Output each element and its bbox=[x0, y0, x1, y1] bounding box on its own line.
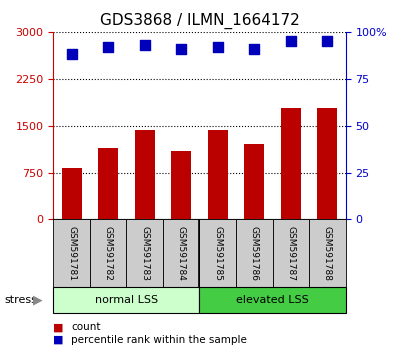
Text: ■: ■ bbox=[53, 322, 64, 332]
Text: elevated LSS: elevated LSS bbox=[236, 295, 309, 305]
Text: normal LSS: normal LSS bbox=[95, 295, 158, 305]
Bar bbox=[171, 151, 191, 219]
Bar bbox=[135, 130, 155, 219]
Bar bbox=[309, 219, 346, 287]
Text: ▶: ▶ bbox=[33, 293, 42, 307]
Text: count: count bbox=[71, 322, 101, 332]
Point bbox=[141, 42, 148, 48]
Bar bbox=[199, 287, 346, 313]
Text: GSM591785: GSM591785 bbox=[213, 225, 222, 281]
Text: ■: ■ bbox=[53, 335, 64, 345]
Bar bbox=[126, 219, 163, 287]
Point bbox=[68, 52, 75, 57]
Text: GSM591783: GSM591783 bbox=[140, 225, 149, 281]
Bar bbox=[199, 219, 236, 287]
Text: stress: stress bbox=[4, 295, 37, 305]
Point bbox=[214, 44, 221, 50]
Bar bbox=[236, 219, 273, 287]
Bar bbox=[90, 219, 126, 287]
Bar bbox=[98, 148, 118, 219]
Bar bbox=[317, 108, 337, 219]
Bar bbox=[244, 144, 264, 219]
Text: GSM591781: GSM591781 bbox=[67, 225, 76, 281]
Bar bbox=[53, 219, 90, 287]
Point bbox=[324, 38, 331, 44]
Text: percentile rank within the sample: percentile rank within the sample bbox=[71, 335, 247, 345]
Text: GSM591787: GSM591787 bbox=[286, 225, 295, 281]
Point bbox=[178, 46, 184, 52]
Point bbox=[251, 46, 258, 52]
Bar bbox=[62, 167, 82, 219]
Text: GSM591786: GSM591786 bbox=[250, 225, 259, 281]
Text: GSM591782: GSM591782 bbox=[103, 225, 113, 281]
Bar bbox=[273, 219, 309, 287]
Point bbox=[105, 44, 111, 50]
Bar bbox=[208, 130, 228, 219]
Text: GSM591788: GSM591788 bbox=[323, 225, 332, 281]
Text: GSM591784: GSM591784 bbox=[177, 225, 186, 281]
Bar bbox=[281, 108, 301, 219]
Point bbox=[288, 38, 294, 44]
Bar bbox=[53, 287, 199, 313]
Bar bbox=[163, 219, 199, 287]
Title: GDS3868 / ILMN_1664172: GDS3868 / ILMN_1664172 bbox=[100, 13, 299, 29]
